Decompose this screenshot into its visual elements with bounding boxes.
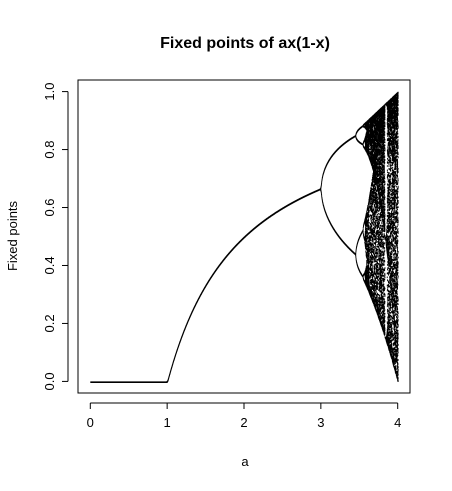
y-axis: 0.0 0.2 0.4 0.6 0.8 1.0	[42, 83, 69, 390]
x-tick-label: 1	[164, 415, 171, 430]
x-tick-label: 4	[394, 415, 401, 430]
x-axis-label: a	[241, 454, 249, 469]
y-tick-label: 0.2	[42, 314, 57, 332]
fixed-point-cloud	[90, 91, 399, 384]
x-axis: 0 1 2 3 4	[87, 402, 401, 430]
y-tick-label: 0.0	[42, 372, 57, 390]
chart-title: Fixed points of ax(1-x)	[160, 35, 330, 52]
y-tick-label: 1.0	[42, 83, 57, 101]
plot-frame	[77, 79, 411, 394]
x-tick-label: 3	[317, 415, 324, 430]
x-tick-label: 0	[87, 415, 94, 430]
x-tick-label: 2	[240, 415, 247, 430]
y-axis-label: Fixed points	[5, 200, 20, 271]
fixed-points-series	[90, 91, 399, 384]
y-tick-label: 0.8	[42, 141, 57, 159]
y-tick-label: 0.4	[42, 256, 57, 274]
y-tick-label: 0.6	[42, 198, 57, 216]
